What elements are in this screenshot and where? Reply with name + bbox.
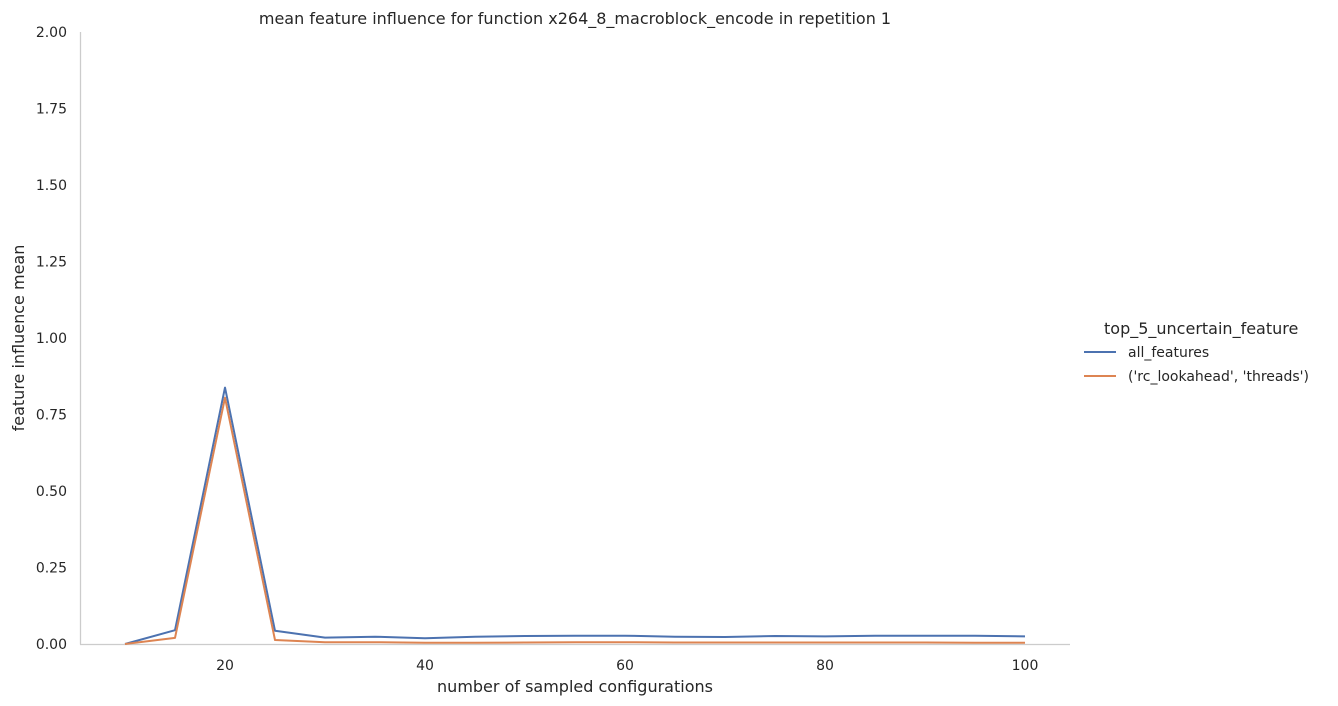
y-tick-label: 2.00 — [36, 25, 67, 41]
y-tick-label: 1.50 — [36, 178, 67, 194]
y-tick-label: 0.75 — [36, 408, 67, 424]
x-axis-label: number of sampled configurations — [437, 677, 713, 696]
y-axis-label: feature influence mean — [9, 245, 28, 432]
x-tick-label: 80 — [816, 658, 834, 674]
series-lines — [124, 386, 1026, 645]
series-line-0 — [124, 386, 1026, 645]
y-tick-label: 0.50 — [36, 484, 67, 500]
y-tick-label: 1.75 — [36, 102, 67, 118]
x-tick-labels: 20 40 60 80 100 — [216, 658, 1038, 674]
legend-label-all-features: all_features — [1128, 345, 1209, 361]
y-tick-label: 0.00 — [36, 637, 67, 653]
legend-title: top_5_uncertain_feature — [1104, 319, 1298, 339]
series-line-1 — [124, 396, 1025, 645]
y-tick-label: 1.00 — [36, 331, 67, 347]
y-tick-labels: 0.00 0.25 0.50 0.75 1.00 1.25 1.50 1.75 2.00 — [36, 25, 67, 653]
x-tick-label: 100 — [1012, 658, 1039, 674]
chart-title: mean feature influence for function x264… — [259, 9, 891, 29]
y-tick-label: 0.25 — [36, 561, 67, 577]
legend-label-rc-lookahead-threads: ('rc_lookahead', 'threads') — [1128, 369, 1309, 385]
x-tick-label: 60 — [616, 658, 634, 674]
legend: top_5_uncertain_feature all_features ('r… — [1084, 319, 1309, 385]
x-tick-label: 40 — [416, 658, 434, 674]
y-tick-label: 1.25 — [36, 255, 67, 271]
x-tick-label: 20 — [216, 658, 234, 674]
